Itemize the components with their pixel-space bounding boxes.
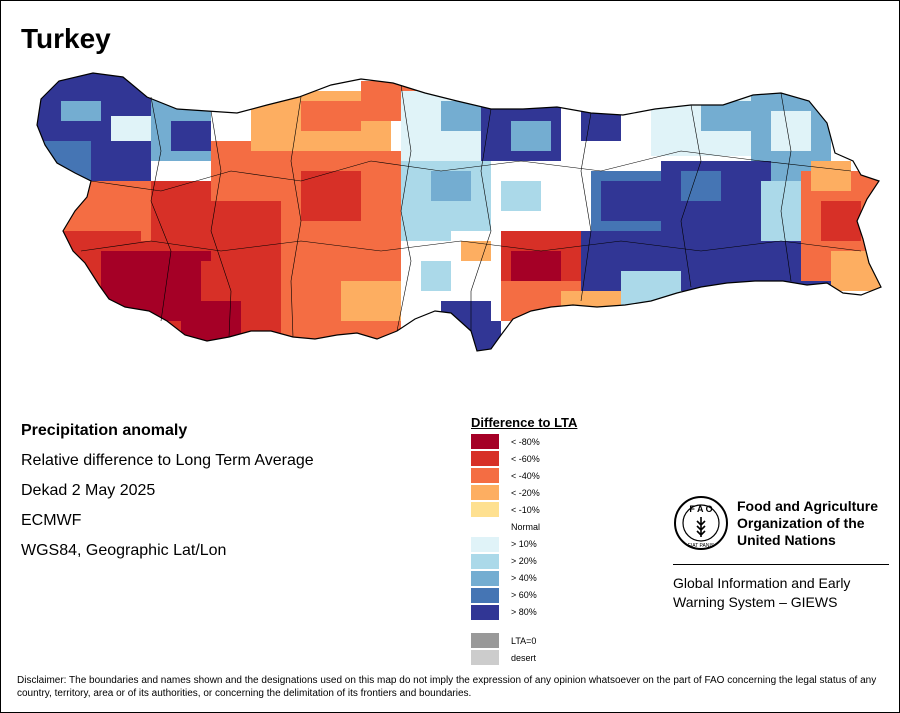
legend-item-swatch <box>471 587 499 603</box>
fao-name-line-2: Organization of the <box>737 514 865 531</box>
legend-item-row: Normal <box>471 518 577 535</box>
fao-name: Food and Agriculture Organization of the… <box>737 498 878 549</box>
giews-line-1: Global Information and Early <box>673 575 851 591</box>
legend-extra: LTA=0 desert <box>471 632 577 666</box>
legend-item-label: < -20% <box>511 487 540 498</box>
legend-item-row: < -20% <box>471 484 577 501</box>
legend-item-swatch <box>471 485 499 501</box>
info-variable: Precipitation anomaly <box>21 422 188 439</box>
legend-item-row: > 10% <box>471 536 577 553</box>
legend-item-row: > 80% <box>471 604 577 621</box>
info-period: Dekad 2 May 2025 <box>21 482 156 499</box>
legend-item-row: > 60% <box>471 587 577 604</box>
fao-block: F A O FIAT PANIS Food and Agriculture Or… <box>673 495 889 612</box>
legend-extra-swatch <box>471 650 499 666</box>
legend-item-label: < -60% <box>511 453 540 464</box>
legend-extra-label: desert <box>511 652 537 663</box>
legend-item-label: < -80% <box>511 436 540 447</box>
info-source: ECMWF <box>21 512 82 529</box>
legend-item-row: < -80% <box>471 433 577 450</box>
legend-item-row: < -10% <box>471 501 577 518</box>
info-measure: Relative difference to Long Term Average <box>21 452 314 469</box>
map-title: Turkey <box>21 23 111 54</box>
legend-items: < -80% < -60% < -40% < -20% < -10% Normal > 10… <box>471 433 577 621</box>
legend-item-label: > 20% <box>511 556 537 567</box>
legend-item-swatch <box>471 502 499 518</box>
legend-item-row: > 20% <box>471 553 577 570</box>
legend-item-row: < -60% <box>471 450 577 467</box>
map-info: Precipitation anomaly Relative differenc… <box>21 421 314 571</box>
disclaimer: Disclaimer: The boundaries and names sho… <box>17 675 877 699</box>
legend-item-label: > 60% <box>511 590 537 601</box>
map-area <box>1 1 900 401</box>
svg-text:F A O: F A O <box>689 504 712 514</box>
legend-item-label: Normal <box>511 522 541 533</box>
province-borders <box>80 84 862 338</box>
giews-line-2: Warning System – GIEWS <box>673 594 838 610</box>
turkey-anomaly-map <box>36 72 882 352</box>
legend-item-swatch <box>471 519 499 535</box>
legend-item-swatch <box>471 434 499 450</box>
legend-title: Difference to LTA <box>471 415 578 430</box>
legend-item-label: < -40% <box>511 470 540 481</box>
legend-extra-row: desert <box>471 649 577 666</box>
svg-text:FIAT PANIS: FIAT PANIS <box>688 543 715 549</box>
legend: Difference to LTA < -80% < -60% < -40% < -2… <box>471 415 577 666</box>
legend-item-label: < -10% <box>511 504 540 515</box>
legend-item-label: > 10% <box>511 539 537 550</box>
fao-name-line-3: United Nations <box>737 531 836 548</box>
legend-item-row: < -40% <box>471 467 577 484</box>
legend-item-swatch <box>471 570 499 586</box>
fao-divider <box>673 564 889 565</box>
legend-item-label: > 40% <box>511 573 537 584</box>
legend-extra-row: LTA=0 <box>471 632 577 649</box>
legend-item-row: > 40% <box>471 570 577 587</box>
legend-item-swatch <box>471 553 499 569</box>
legend-item-label: > 80% <box>511 607 537 618</box>
fao-logo-icon: F A O FIAT PANIS <box>674 496 728 550</box>
fao-name-line-1: Food and Agriculture <box>737 497 879 514</box>
anomaly-grid <box>37 73 881 351</box>
country-border <box>36 72 882 352</box>
legend-extra-label: LTA=0 <box>511 635 537 646</box>
legend-item-swatch <box>471 468 499 484</box>
legend-item-swatch <box>471 536 499 552</box>
legend-item-swatch <box>471 451 499 467</box>
info-projection: WGS84, Geographic Lat/Lon <box>21 542 227 559</box>
legend-item-swatch <box>471 604 499 620</box>
legend-extra-swatch <box>471 633 499 649</box>
giews-name: Global Information and Early Warning Sys… <box>673 574 889 612</box>
